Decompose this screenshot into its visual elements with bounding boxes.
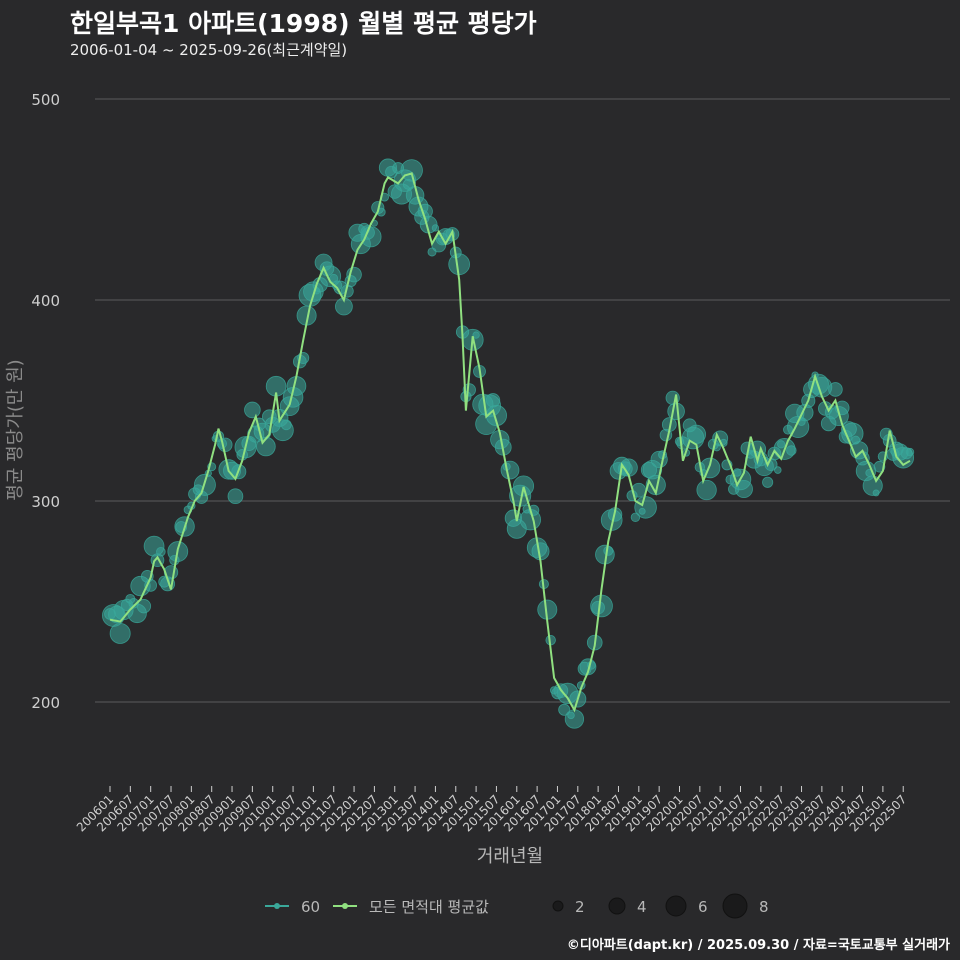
bubble-point <box>905 447 915 457</box>
grid-lines <box>95 98 950 703</box>
bubble-point <box>156 546 166 557</box>
bubble-point <box>448 253 471 276</box>
average-line <box>109 172 911 713</box>
bubble-point <box>244 401 261 419</box>
legend-size-circle <box>665 895 687 917</box>
bubble-point <box>558 703 571 716</box>
bubble-point <box>218 437 233 453</box>
bubble-point <box>872 489 880 497</box>
legend-size-circle <box>608 897 626 915</box>
bubble-point <box>472 331 480 339</box>
chart-title: 한일부곡1 아파트(1998) 월별 평균 평당가 <box>70 9 537 38</box>
bubble-point <box>485 393 501 408</box>
legend-size-label: 4 <box>637 898 647 916</box>
legend-size-circle <box>552 900 564 912</box>
bubble-point <box>786 445 797 456</box>
footer-credit: ©디아파트(dapt.kr) / 2025.09.30 / 자료=국토교통부 실… <box>566 938 950 953</box>
bubble-series <box>102 158 915 729</box>
bubble-point <box>762 476 774 488</box>
y-tick-label: 500 <box>31 91 60 109</box>
bubble-point <box>360 226 382 248</box>
legend-size-circle <box>722 893 748 919</box>
bubble-point <box>564 709 585 729</box>
y-tick-label: 400 <box>31 292 60 310</box>
bubble-point <box>227 488 244 505</box>
bubble-point <box>634 496 657 519</box>
bubble-point <box>686 424 707 444</box>
bubble-point <box>500 460 520 480</box>
chart-subtitle: 2006-01-04 ~ 2025-09-26(최근계약일) <box>70 41 348 59</box>
axes: 2003004005002006012006072007012007072008… <box>5 91 909 867</box>
y-tick-label: 300 <box>31 493 60 511</box>
bubble-point <box>109 622 131 644</box>
legend-line-swatch-dot <box>342 903 348 909</box>
line-series <box>109 172 911 713</box>
bubble-point <box>828 382 843 397</box>
bubble-point <box>590 594 613 618</box>
bubble-point <box>774 466 782 474</box>
x-axis-title: 거래년월 <box>477 846 543 867</box>
bubble-point <box>431 224 440 232</box>
bubble-point <box>136 599 152 614</box>
bubble-point <box>696 479 717 501</box>
y-tick-label: 200 <box>31 694 60 712</box>
legend-size-label: 8 <box>759 898 769 916</box>
bubble-point <box>667 402 685 421</box>
bubble-point <box>280 419 292 431</box>
bubble-point <box>400 159 423 182</box>
bubble-point <box>513 475 535 497</box>
legend-size-label: 2 <box>575 898 585 916</box>
legend-label-60: 60 <box>301 898 320 916</box>
y-axis-title: 평균 평당가(만 원) <box>5 359 26 500</box>
legend-size-label: 6 <box>698 898 708 916</box>
legend: 60 모든 면적대 평균값 2 4 6 8 <box>265 893 769 919</box>
legend-bubble-swatch-dot <box>274 903 280 909</box>
legend-label-average: 모든 면적대 평균값 <box>369 898 489 916</box>
bubble-point <box>734 479 753 499</box>
